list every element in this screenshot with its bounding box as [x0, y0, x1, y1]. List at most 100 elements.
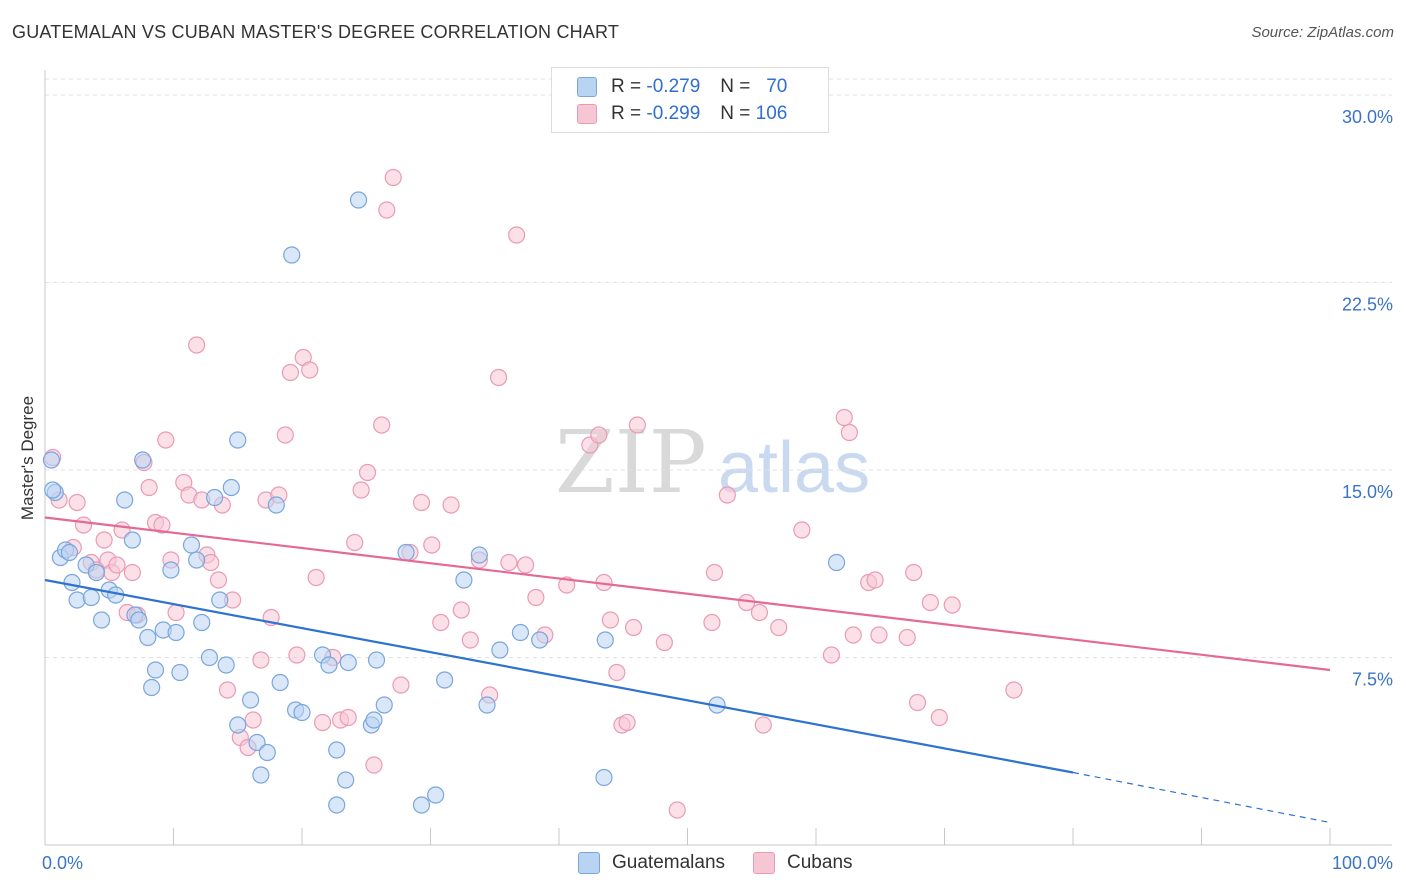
cubans-n-value: 106: [755, 103, 788, 124]
y-tick-label: 22.5%: [1342, 295, 1393, 315]
guatemalan-point: [116, 491, 134, 509]
cuban-point: [346, 533, 364, 552]
cuban-point: [188, 336, 206, 354]
cuban-point: [754, 716, 772, 734]
guatemalan-point: [375, 696, 393, 714]
x-tick-label-max: 100.0%: [1332, 853, 1393, 873]
y-tick-label: 7.5%: [1352, 670, 1393, 690]
cuban-point: [618, 713, 636, 732]
guatemalan-point: [44, 481, 62, 499]
cubans-legend-label: Cubans: [787, 852, 853, 873]
guatemalan-point: [337, 771, 355, 789]
x-tick-label-min: 0.0%: [42, 853, 83, 873]
cuban-point: [301, 361, 319, 379]
cuban-point: [209, 571, 228, 589]
cuban-point: [908, 693, 927, 712]
guatemalan-point: [470, 546, 488, 564]
legend-item-guatemalans[interactable]: Guatemalans: [578, 852, 725, 874]
guatemalan-point: [211, 591, 229, 609]
cuban-trend-line: [44, 516, 1331, 672]
cubans-r-value: -0.299: [646, 103, 701, 124]
guatemalan-point: [123, 531, 141, 549]
guatemalan-point: [293, 703, 311, 722]
guatemalan-point: [242, 691, 260, 709]
cubans-legend-swatch: [753, 852, 776, 874]
guatemalan-point: [258, 743, 276, 762]
cuban-point: [123, 563, 141, 582]
y-tick-label: 15.0%: [1342, 482, 1393, 502]
cuban-point: [921, 593, 939, 612]
guatemalan-point: [193, 613, 211, 632]
guatemalan-point: [412, 796, 431, 814]
chart-title: GUATEMALAN VS CUBAN MASTER'S DEGREE CORR…: [12, 22, 620, 42]
legend-item-cubans[interactable]: Cubans: [753, 852, 853, 874]
cuban-point: [202, 553, 220, 572]
cuban-point: [412, 493, 431, 512]
guatemalan-point: [92, 611, 111, 629]
guatemalan-point: [349, 191, 368, 209]
guatemalan-point: [827, 553, 846, 572]
cuban-point: [1005, 681, 1023, 699]
y-tick-label: 30.0%: [1342, 107, 1393, 127]
guatemalans-r-label: R =: [611, 76, 642, 97]
cuban-point: [840, 423, 859, 442]
guatemalans-legend-label: Guatemalans: [612, 852, 726, 873]
guatemalan-point: [60, 543, 79, 562]
guatemalan-point: [229, 431, 247, 449]
cuban-point: [490, 368, 508, 387]
guatemalan-point: [63, 573, 81, 592]
cuban-point: [835, 408, 853, 427]
cuban-point: [442, 496, 460, 514]
guatemalan-point: [82, 588, 100, 607]
guatemalan-point: [182, 536, 201, 554]
guatemalan-point: [217, 656, 235, 674]
guatemalan-point: [42, 451, 61, 469]
cuban-point: [140, 478, 158, 497]
guatemalan-point: [200, 648, 219, 667]
cuban-point: [822, 646, 841, 664]
cuban-point: [624, 618, 643, 637]
cuban-point: [500, 553, 518, 572]
cuban-point: [461, 631, 479, 649]
guatemalan-point: [455, 571, 473, 589]
guatemalan-points: [42, 191, 846, 814]
cuban-point: [628, 416, 646, 434]
guatemalan-point: [171, 663, 189, 682]
source-label: Source: ZipAtlas.com: [1251, 24, 1394, 41]
guatemalan-point: [596, 631, 614, 649]
guatemalan-point: [87, 563, 106, 582]
guatemalans-legend-swatch: [578, 852, 600, 874]
cuban-point: [750, 603, 769, 622]
cuban-point: [218, 681, 237, 699]
cubans-r-label: R =: [611, 103, 642, 124]
guatemalan-point: [271, 673, 289, 692]
cuban-point: [601, 611, 620, 629]
guatemalan-point: [328, 741, 346, 759]
cuban-point: [307, 568, 325, 587]
guatemalans-swatch: [577, 77, 597, 97]
cuban-point: [866, 571, 884, 589]
cuban-point: [153, 516, 171, 534]
cuban-point: [516, 556, 535, 574]
cuban-point: [608, 663, 626, 682]
cuban-point: [655, 633, 673, 652]
cuban-point: [288, 646, 306, 664]
cuban-point: [507, 226, 526, 244]
cuban-point: [378, 201, 396, 219]
cuban-points: [44, 168, 1023, 819]
guatemalan-point: [595, 768, 613, 787]
guatemalan-point: [222, 478, 240, 497]
cuban-point: [373, 416, 391, 434]
guatemalans-n-value: 70: [766, 76, 788, 97]
cuban-point: [365, 756, 383, 774]
cuban-point: [452, 601, 470, 619]
cuban-point: [108, 556, 126, 574]
guatemalan-point: [531, 631, 549, 649]
cuban-point: [770, 618, 788, 637]
cuban-point: [167, 603, 185, 622]
guatemalan-point: [248, 733, 266, 752]
guatemalans-n-label: N =: [720, 76, 751, 97]
cuban-point: [668, 801, 686, 819]
guatemalan-point: [134, 451, 152, 469]
